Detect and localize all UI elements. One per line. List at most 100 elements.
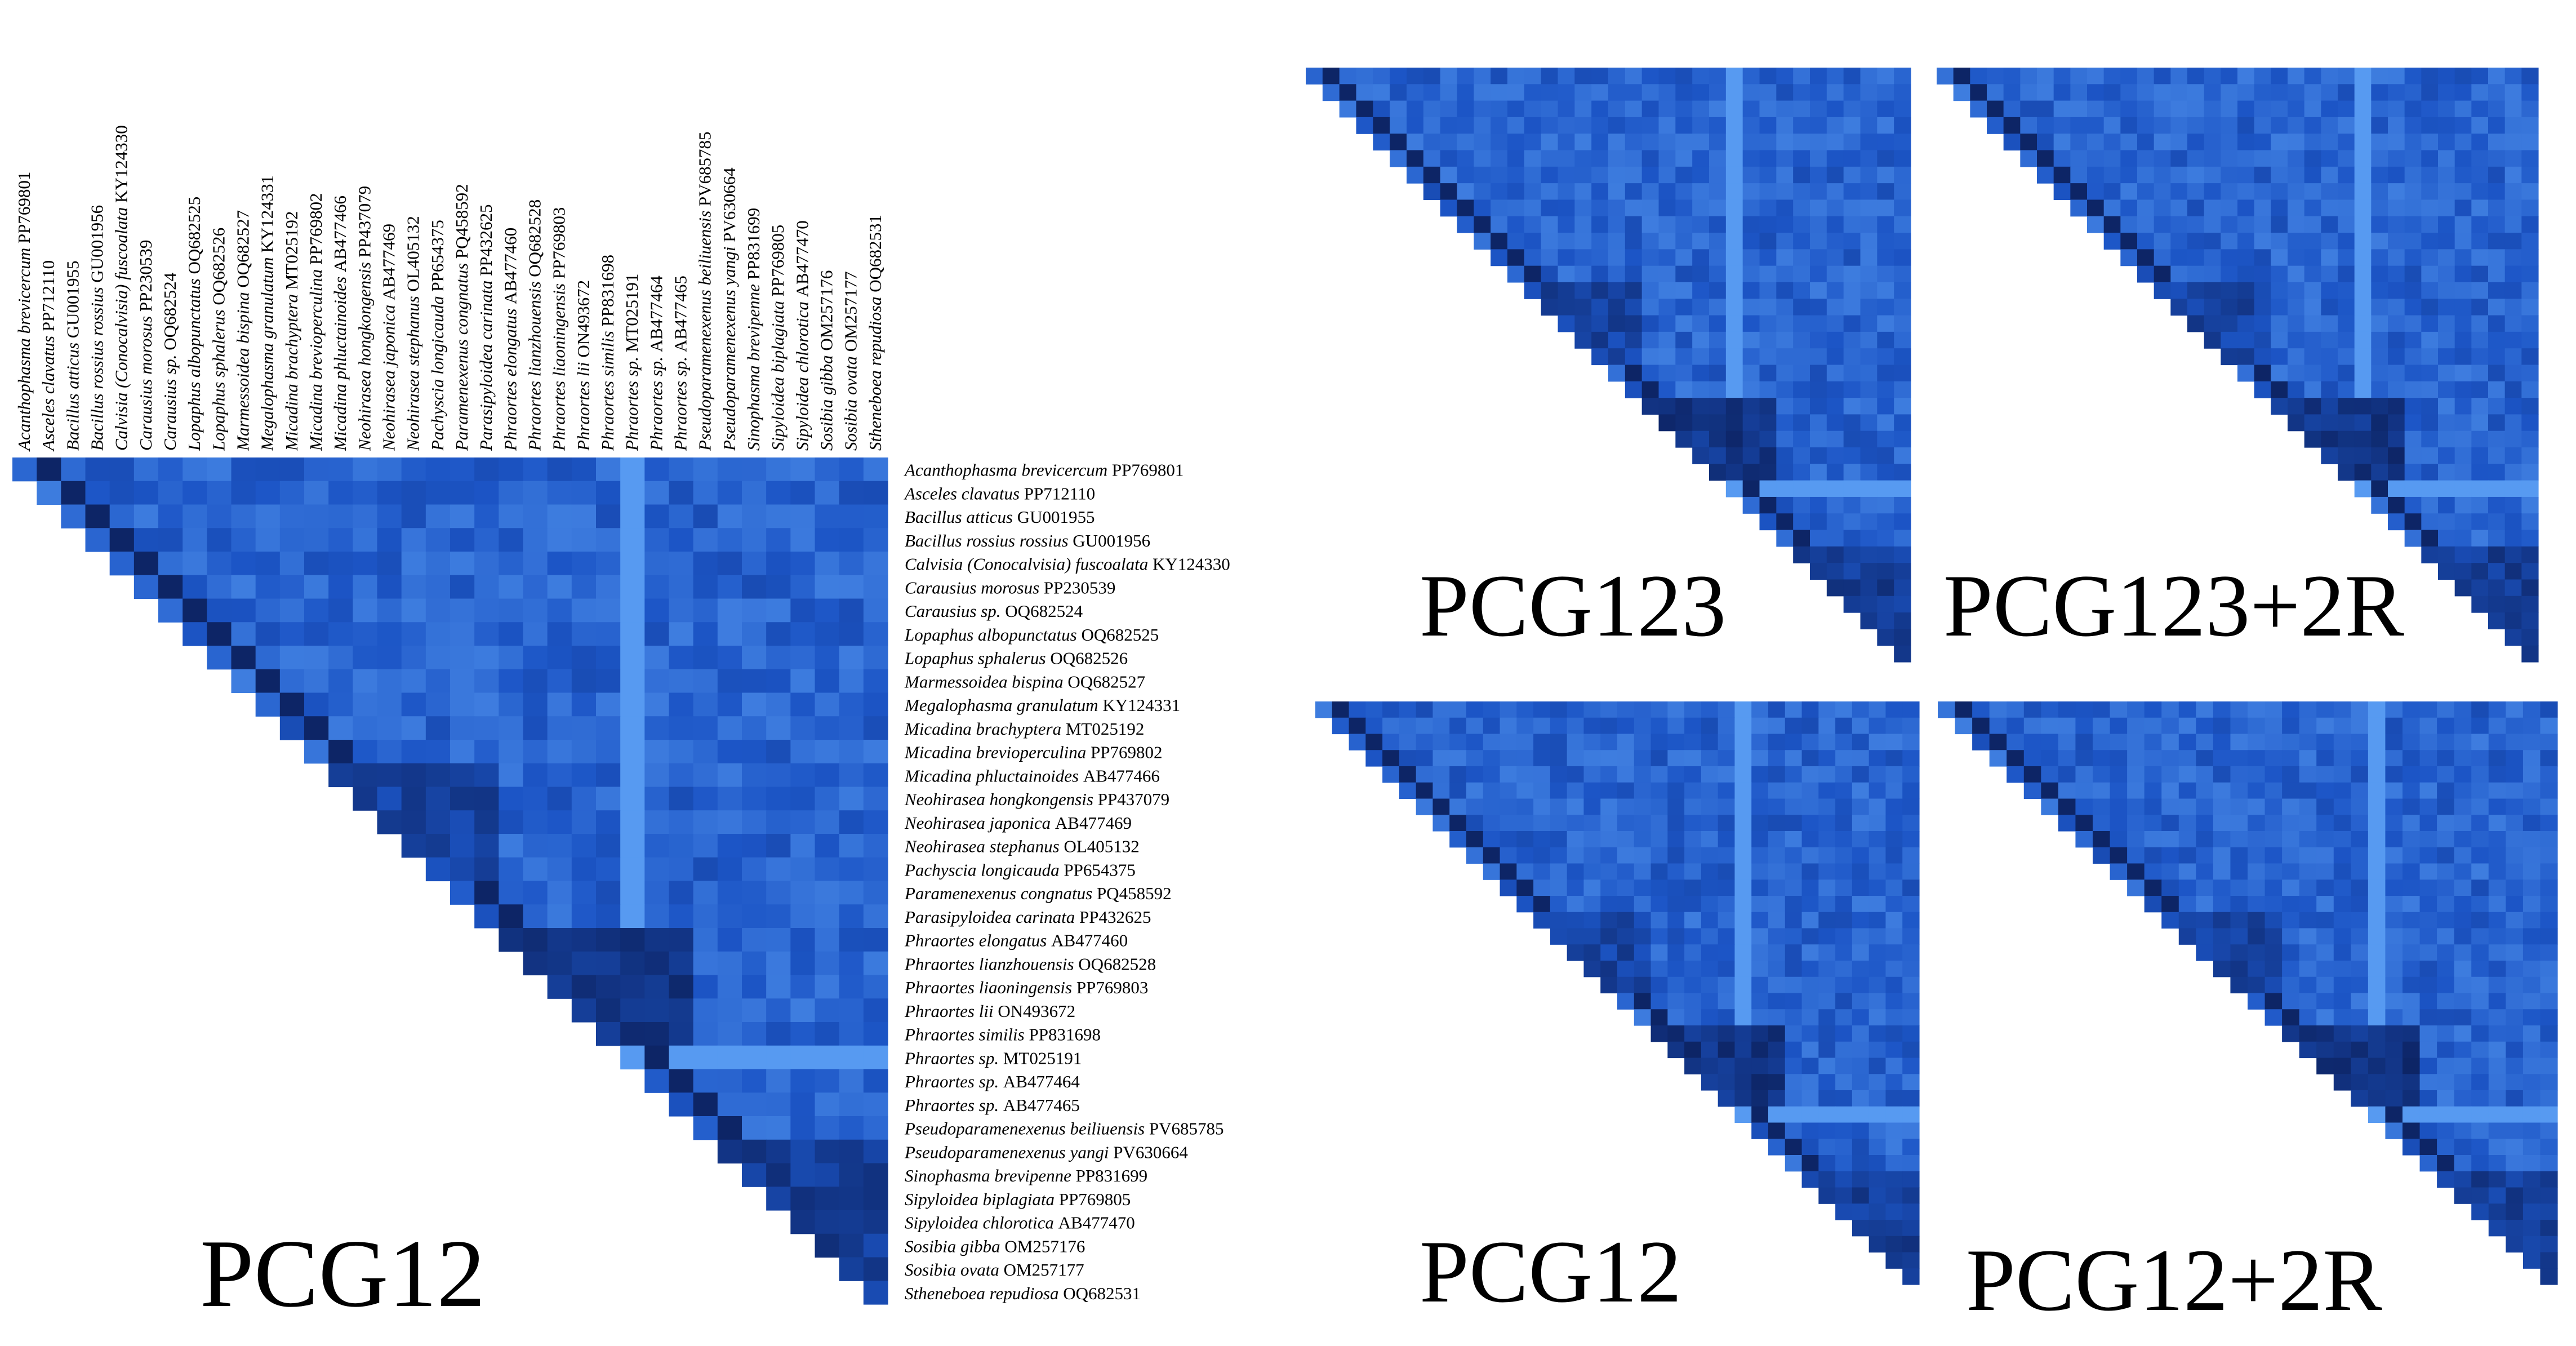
pcg12-heatmap-cell	[1868, 1139, 1887, 1156]
pcg123-heatmap-cell	[1725, 381, 1743, 398]
pcg12-2r-heatmap-cell	[2506, 863, 2524, 880]
pcg12-heatmap-cell	[1868, 1203, 1887, 1220]
pcg12-heatmap-cell	[1550, 863, 1568, 880]
main-heatmap-cell	[596, 881, 621, 905]
pcg123-2r-heatmap-cell	[2438, 530, 2455, 547]
pcg12-2r-heatmap-cell	[2437, 766, 2455, 783]
pcg12-heatmap-cell	[1583, 944, 1601, 961]
pcg12-heatmap-cell	[1818, 1074, 1836, 1091]
pcg12-2r-heatmap-cell	[2419, 944, 2437, 961]
pcg12-heatmap-cell	[1734, 1090, 1752, 1107]
main-heatmap-cell	[450, 528, 475, 552]
pcg12-2r-heatmap-cell	[2385, 1074, 2403, 1091]
main-heatmap-cell	[183, 598, 207, 623]
main-heatmap-cell	[255, 528, 281, 552]
pcg12-2r-heatmap-cell	[2041, 798, 2059, 815]
column-label-species: Phraortes elongatus	[500, 304, 520, 451]
pcg123-2r-heatmap-cell	[1970, 68, 1987, 85]
pcg12-2r-heatmap-cell	[2540, 896, 2558, 913]
pcg12-heatmap-cell	[1902, 1252, 1920, 1269]
pcg12-heatmap-cell	[1483, 766, 1501, 783]
panel-label-pcg12: PCG12	[1420, 1223, 1681, 1321]
main-heatmap-cell	[863, 1257, 888, 1281]
pcg123-heatmap-cell	[1491, 68, 1508, 85]
main-heatmap-cell	[669, 575, 694, 599]
main-heatmap-cell	[571, 622, 597, 646]
column-label: Bacillus rossius rossius GU001956	[87, 205, 107, 451]
pcg123-heatmap-cell	[1877, 199, 1894, 217]
pcg12-heatmap-cell	[1533, 734, 1551, 750]
pcg123-2r-heatmap-cell	[2187, 84, 2205, 101]
main-heatmap-cell	[596, 481, 621, 505]
row-label: Neohirasea japonica AB477469	[904, 813, 1132, 833]
pcg12-2r-heatmap-cell	[2351, 944, 2369, 961]
main-heatmap-cell	[279, 716, 305, 740]
pcg123-2r-heatmap-cell	[2404, 68, 2422, 85]
pcg123-2r-heatmap-cell	[2454, 216, 2472, 233]
main-heatmap-cell	[717, 857, 742, 882]
pcg12-2r-heatmap-cell	[2368, 993, 2386, 1010]
main-heatmap-cell	[377, 787, 402, 811]
row-label-accession: PP654375	[1064, 860, 1135, 879]
pcg12-heatmap-cell	[1868, 1058, 1887, 1074]
pcg123-heatmap-cell	[1894, 645, 1911, 663]
pcg12-heatmap-cell	[1684, 815, 1702, 832]
main-heatmap-cell	[450, 810, 475, 834]
pcg12-2r-heatmap-cell	[2522, 798, 2541, 815]
pcg123-heatmap-cell	[1541, 68, 1559, 85]
pcg123-2r-heatmap-cell	[2321, 68, 2338, 85]
main-heatmap-cell	[450, 763, 475, 788]
pcg123-heatmap-cell	[1742, 398, 1760, 415]
pcg12-heatmap-cell	[1835, 1187, 1853, 1204]
pcg12-heatmap-cell	[1768, 1122, 1786, 1139]
pcg123-heatmap-cell	[1793, 199, 1810, 217]
pcg12-2r-heatmap-cell	[2127, 717, 2145, 735]
main-heatmap-cell	[693, 1045, 718, 1070]
pcg12-2r-heatmap-cell	[2506, 1025, 2524, 1042]
pcg123-2r-heatmap-cell	[2237, 216, 2255, 233]
main-heatmap-cell	[425, 457, 451, 482]
pcg123-2r-heatmap-cell	[2020, 150, 2037, 167]
pcg12-2r-heatmap-cell	[2333, 701, 2351, 718]
pcg12-heatmap-cell	[1868, 1009, 1887, 1026]
pcg12-2r-heatmap-cell	[2127, 734, 2145, 750]
pcg12-2r-heatmap-cell	[2110, 701, 2128, 718]
pcg12-heatmap-cell	[1399, 734, 1417, 750]
pcg12-2r-heatmap-cell	[2041, 717, 2059, 735]
pcg123-heatmap-cell	[1591, 134, 1609, 151]
main-heatmap-cell	[304, 598, 329, 623]
pcg123-heatmap-cell	[1742, 233, 1760, 250]
pcg123-heatmap-cell	[1709, 315, 1727, 332]
pcg12-heatmap-cell	[1516, 798, 1534, 815]
pcg12-2r-heatmap-cell	[2333, 896, 2351, 913]
pcg12-2r-heatmap-cell	[2471, 1171, 2489, 1188]
pcg12-2r-heatmap-cell	[2471, 1090, 2489, 1107]
pcg12-heatmap-cell	[1768, 1025, 1786, 1042]
pcg12-heatmap-cell	[1885, 798, 1903, 815]
row-label-species: Neohirasea stephanus	[904, 837, 1064, 856]
pcg123-heatmap-cell	[1641, 100, 1660, 118]
pcg12-heatmap-cell	[1835, 912, 1853, 929]
main-heatmap-cell	[669, 763, 694, 788]
pcg12-2r-heatmap-cell	[2351, 701, 2369, 718]
main-heatmap-cell	[499, 716, 524, 740]
pcg12-2r-heatmap-cell	[2127, 798, 2145, 815]
pcg123-2r-heatmap-cell	[2521, 398, 2539, 415]
pcg12-2r-heatmap-cell	[2230, 701, 2248, 718]
main-heatmap-cell	[328, 622, 353, 646]
pcg12-2r-heatmap-cell	[2506, 750, 2524, 767]
main-heatmap-cell	[717, 1069, 742, 1093]
pcg12-heatmap-cell	[1600, 847, 1618, 864]
pcg123-heatmap-cell	[1491, 216, 1508, 233]
pcg12-heatmap-cell	[1868, 815, 1887, 832]
pcg12-heatmap-cell	[1785, 912, 1803, 929]
pcg12-2r-heatmap-cell	[2540, 1025, 2558, 1042]
pcg123-heatmap-cell	[1776, 84, 1794, 101]
pcg123-heatmap-cell	[1390, 117, 1407, 134]
main-heatmap-cell	[742, 1116, 767, 1140]
pcg123-heatmap-cell	[1810, 513, 1827, 531]
pcg123-2r-heatmap-cell	[2438, 265, 2455, 283]
pcg123-heatmap-cell	[1810, 265, 1827, 283]
pcg12-2r-heatmap-cell	[1989, 734, 2007, 750]
main-heatmap-cell	[571, 740, 597, 764]
